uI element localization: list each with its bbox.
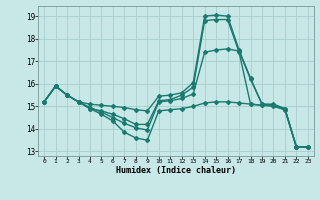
X-axis label: Humidex (Indice chaleur): Humidex (Indice chaleur) <box>116 166 236 175</box>
